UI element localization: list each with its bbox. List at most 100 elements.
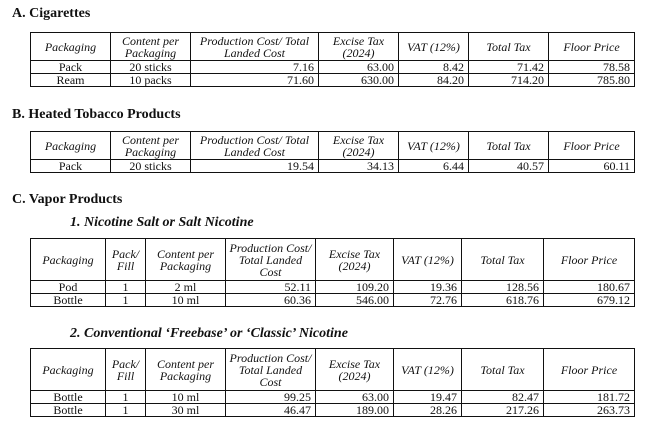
table-cell: Bottle [30,293,106,307]
table-cell: 78.58 [548,60,635,74]
section-b-heading: B. Heated Tobacco Products [12,107,181,122]
table-cell: 6.44 [398,159,469,173]
column-header: Pack/ Fill [105,238,146,281]
table-row: Pack 20 sticks 19.54 34.13 6.44 40.57 60… [30,159,635,173]
column-header: Floor Price [548,32,635,61]
column-header: Total Tax [468,32,549,61]
table-cell: 8.42 [398,60,469,74]
column-header: Production Cost/ Total Landed Cost [225,238,316,281]
column-header: Packaging [30,131,111,160]
table-row: Bottle 1 10 ml 60.36 546.00 72.76 618.76… [30,293,635,307]
column-header: Floor Price [543,238,635,281]
freebase-nicotine-table: Packaging Pack/ Fill Content per Packagi… [30,348,635,417]
cigarettes-table: Packaging Content per Packaging Producti… [30,32,635,87]
table-cell: 10 ml [145,293,226,307]
table-cell: 99.25 [225,390,316,404]
column-header: Packaging [30,238,106,281]
table-row: Pod 1 2 ml 52.11 109.20 19.36 128.56 180… [30,280,635,294]
column-header: VAT (12%) [398,131,469,160]
table-cell: 217.26 [461,403,544,417]
column-header: Production Cost/ Total Landed Cost [225,348,316,391]
column-header: VAT (12%) [393,348,462,391]
table-cell: 20 sticks [110,159,191,173]
column-header: Total Tax [468,131,549,160]
table-cell: 71.60 [190,73,319,87]
table-cell: 52.11 [225,280,316,294]
table-cell: 7.16 [190,60,319,74]
table-row: Pack 20 sticks 7.16 63.00 8.42 71.42 78.… [30,60,635,74]
table-cell: 10 ml [145,390,226,404]
column-header: Content per Packaging [145,348,226,391]
table-header-row: Packaging Pack/ Fill Content per Packagi… [30,348,635,391]
column-header: Content per Packaging [110,131,191,160]
table-cell: 19.54 [190,159,319,173]
column-header: Floor Price [543,348,635,391]
table-cell: 82.47 [461,390,544,404]
table-cell: 546.00 [315,293,394,307]
column-header: Excise Tax (2024) [318,32,399,61]
table-cell: 181.72 [543,390,635,404]
table-cell: Bottle [30,403,106,417]
table-cell: 189.00 [315,403,394,417]
table-cell: Ream [30,73,111,87]
table-cell: Pack [30,159,111,173]
table-cell: 19.36 [393,280,462,294]
table-cell: Pod [30,280,106,294]
table-cell: 20 sticks [110,60,191,74]
table-row: Ream 10 packs 71.60 630.00 84.20 714.20 … [30,73,635,87]
column-header: Excise Tax (2024) [315,348,394,391]
table-row: Bottle 1 10 ml 99.25 63.00 19.47 82.47 1… [30,390,635,404]
table-cell: 72.76 [393,293,462,307]
table-cell: 1 [105,403,146,417]
column-header: Total Tax [461,238,544,281]
heated-tobacco-table: Packaging Content per Packaging Producti… [30,131,635,173]
table-cell: 1 [105,390,146,404]
table-cell: 679.12 [543,293,635,307]
column-header: Excise Tax (2024) [315,238,394,281]
table-cell: 84.20 [398,73,469,87]
table-cell: 630.00 [318,73,399,87]
table-cell: 2 ml [145,280,226,294]
table-cell: 30 ml [145,403,226,417]
column-header: VAT (12%) [393,238,462,281]
table-header-row: Packaging Pack/ Fill Content per Packagi… [30,238,635,281]
table-cell: 71.42 [468,60,549,74]
table-cell: 28.26 [393,403,462,417]
column-header: Floor Price [548,131,635,160]
table-header-row: Packaging Content per Packaging Producti… [30,131,635,160]
section-a-heading: A. Cigarettes [12,6,91,21]
table-cell: 46.47 [225,403,316,417]
table-cell: 60.11 [548,159,635,173]
table-cell: 128.56 [461,280,544,294]
section-c-heading: C. Vapor Products [12,192,123,207]
column-header: Production Cost/ Total Landed Cost [190,131,319,160]
table-cell: 109.20 [315,280,394,294]
table-cell: 60.36 [225,293,316,307]
column-header: Content per Packaging [110,32,191,61]
table-cell: 263.73 [543,403,635,417]
table-cell: Bottle [30,390,106,404]
table-cell: 714.20 [468,73,549,87]
table-cell: Pack [30,60,111,74]
column-header: Total Tax [461,348,544,391]
subsection-2-heading: 2. Conventional ‘Freebase’ or ‘Classic’ … [70,326,348,341]
table-cell: 19.47 [393,390,462,404]
table-cell: 10 packs [110,73,191,87]
column-header: VAT (12%) [398,32,469,61]
column-header: Excise Tax (2024) [318,131,399,160]
subsection-1-heading: 1. Nicotine Salt or Salt Nicotine [70,215,254,230]
column-header: Packaging [30,32,111,61]
table-cell: 1 [105,293,146,307]
column-header: Packaging [30,348,106,391]
table-header-row: Packaging Content per Packaging Producti… [30,32,635,61]
table-cell: 34.13 [318,159,399,173]
table-cell: 1 [105,280,146,294]
column-header: Content per Packaging [145,238,226,281]
table-cell: 63.00 [318,60,399,74]
table-cell: 63.00 [315,390,394,404]
table-row: Bottle 1 30 ml 46.47 189.00 28.26 217.26… [30,403,635,417]
table-cell: 785.80 [548,73,635,87]
table-cell: 40.57 [468,159,549,173]
table-cell: 180.67 [543,280,635,294]
column-header: Production Cost/ Total Landed Cost [190,32,319,61]
